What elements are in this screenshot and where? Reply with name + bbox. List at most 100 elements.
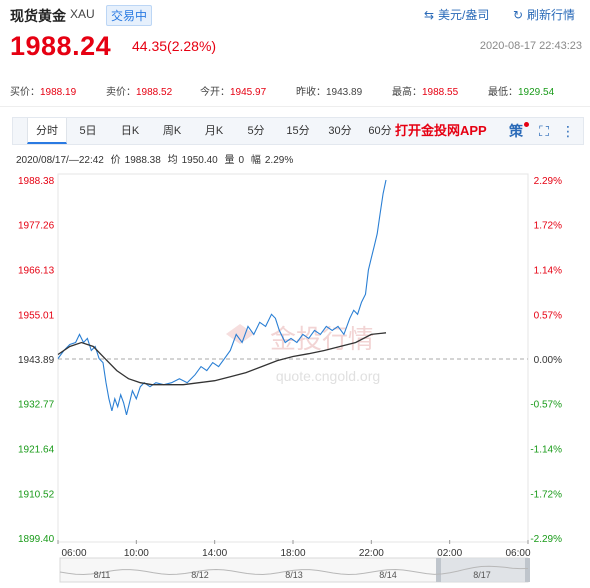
watermark-cn: 金投行情 <box>270 324 374 354</box>
y-percent-tick-label: -1.14% <box>530 445 562 456</box>
info-avg-label: 均 <box>167 155 178 166</box>
navigator-date-label: 8/12 <box>191 570 209 580</box>
high-price-stat: 最高：1988.55 <box>392 83 458 98</box>
watermark-url: quote.cngold.org <box>276 368 380 384</box>
tab-weekly-k[interactable]: 周K <box>162 125 182 137</box>
sell-price-stat: 卖价：1988.52 <box>106 83 172 98</box>
x-tick-label: 18:00 <box>280 548 305 559</box>
price-change: 44.35(2.28%) <box>132 38 217 54</box>
plot-area <box>57 173 529 543</box>
sell-label: 卖价： <box>106 87 136 98</box>
buy-label: 买价： <box>10 87 40 98</box>
y-tick-label: 1988.38 <box>18 176 55 187</box>
header: 现货黄金 XAU 交易中 ⇆ 美元/盎司 ↻ 刷新行情 <box>10 5 582 26</box>
info-amp-label: 幅 <box>250 155 261 166</box>
y-percent-tick-label: -2.29% <box>530 534 562 545</box>
instrument-code: XAU <box>70 7 95 21</box>
quote-timestamp: 2020-08-17 22:43:23 <box>479 40 582 52</box>
y-tick-label: 1899.40 <box>18 534 55 545</box>
tab-30min[interactable]: 30分 <box>328 125 352 137</box>
info-time: 2020/08/17/—22:42 <box>16 155 104 166</box>
tab-daily-k[interactable]: 日K <box>120 125 140 137</box>
notification-dot <box>524 122 529 127</box>
overview-navigator[interactable]: 8/11 8/12 8/13 8/14 8/17 <box>59 557 530 583</box>
open-label: 今开： <box>200 87 230 98</box>
high-label: 最高： <box>392 87 422 98</box>
info-vol: 0 <box>238 155 245 166</box>
navigator-window[interactable] <box>440 558 528 582</box>
open-price-stat: 今开：1945.97 <box>200 83 266 98</box>
tab-15min[interactable]: 15分 <box>286 125 310 137</box>
y-tick-label: 1910.52 <box>18 489 55 500</box>
x-tick-label: 10:00 <box>124 548 149 559</box>
low-price-stat: 最低：1929.54 <box>488 83 554 98</box>
instrument-name: 现货黄金 <box>10 8 66 24</box>
buy-value: 1988.19 <box>40 87 77 98</box>
refresh-label: 刷新行情 <box>527 8 576 22</box>
navigator-left-handle[interactable] <box>436 558 441 582</box>
y-tick-label: 1977.26 <box>18 221 55 232</box>
last-price: 1988.24 <box>10 31 112 61</box>
fullscreen-icon[interactable]: ⛶ <box>539 123 549 139</box>
high-value: 1988.55 <box>422 87 459 98</box>
y-tick-label: 1955.01 <box>18 310 55 321</box>
buy-price-stat: 买价：1988.19 <box>10 83 76 98</box>
navigator-date-label: 8/11 <box>94 570 111 580</box>
info-price: 1988.38 <box>124 155 161 166</box>
x-tick-label: 06:00 <box>61 548 86 559</box>
swap-icon: ⇆ <box>424 8 435 22</box>
average-series-line <box>57 332 387 386</box>
navigator-sparkline <box>59 565 529 576</box>
y-percent-tick-label: -1.72% <box>530 489 562 500</box>
y-tick-label: 1943.89 <box>18 355 55 366</box>
currency-unit-link[interactable]: ⇆ 美元/盎司 <box>424 6 489 23</box>
y-percent-tick-label: 2.29% <box>534 176 562 187</box>
y-percent-tick-label: 1.72% <box>534 221 562 232</box>
tab-5min[interactable]: 5分 <box>247 125 265 137</box>
tab-monthly-k[interactable]: 月K <box>204 125 224 137</box>
open-value: 1945.97 <box>230 87 267 98</box>
trading-status-badge: 交易中 <box>106 5 153 26</box>
y-tick-label: 1932.77 <box>18 400 55 411</box>
info-avg: 1950.40 <box>181 155 218 166</box>
tab-5day[interactable]: 5日 <box>79 125 97 137</box>
prev-label: 昨收： <box>296 87 326 98</box>
currency-unit-label: 美元/盎司 <box>438 8 490 22</box>
info-amp: 2.29% <box>264 155 294 166</box>
navigator-right-handle[interactable] <box>525 558 530 582</box>
refresh-icon: ↻ <box>513 8 524 22</box>
y-tick-label: 1966.13 <box>18 266 55 277</box>
x-tick-label: 22:00 <box>359 548 384 559</box>
prev-close-stat: 昨收：1943.89 <box>296 83 362 98</box>
intraday-price-chart[interactable]: 金投行情 quote.cngold.org 1988.38 1977.26 1966… <box>0 168 590 588</box>
prev-value: 1943.89 <box>326 87 363 98</box>
tab-60min[interactable]: 60分 <box>368 125 392 137</box>
navigator-date-label: 8/14 <box>379 570 397 580</box>
open-app-link[interactable]: 打开金投网APP <box>395 123 487 138</box>
y-percent-tick-label: 0.00% <box>534 355 562 366</box>
refresh-quote-link[interactable]: ↻ 刷新行情 <box>513 6 575 23</box>
sell-value: 1988.52 <box>136 87 173 98</box>
divider <box>0 106 590 107</box>
period-tab-bar: 分时 5日 日K 周K 月K 5分 15分 30分 60分 打开金投网APP 策… <box>12 117 584 145</box>
tab-timeshare[interactable]: 分时 <box>27 118 67 144</box>
y-percent-tick-label: 1.14% <box>534 266 562 277</box>
y-percent-tick-label: 0.57% <box>534 310 562 321</box>
y-tick-label: 1921.64 <box>18 445 55 456</box>
price-row: 1988.24 44.35(2.28%) 2020-08-17 22:43:23 <box>10 31 582 61</box>
y-percent-tick-label: -0.57% <box>530 400 562 411</box>
x-tick-label: 02:00 <box>437 548 462 559</box>
navigator-date-label: 8/13 <box>285 570 303 580</box>
x-tick-label: 14:00 <box>202 548 227 559</box>
info-vol-label: 量 <box>224 155 235 166</box>
x-tick-label: 06:00 <box>505 548 530 559</box>
quote-stats: 买价：1988.19 卖价：1988.52 今开：1945.97 昨收：1943… <box>10 83 582 98</box>
strategy-icon[interactable]: 策 <box>509 123 523 139</box>
more-menu-icon[interactable]: ⋮ <box>561 123 575 139</box>
navigator-date-label: 8/17 <box>473 570 491 580</box>
low-value: 1929.54 <box>518 87 555 98</box>
low-label: 最低： <box>488 87 518 98</box>
info-price-label: 价 <box>110 155 121 166</box>
price-series-line <box>57 179 387 416</box>
